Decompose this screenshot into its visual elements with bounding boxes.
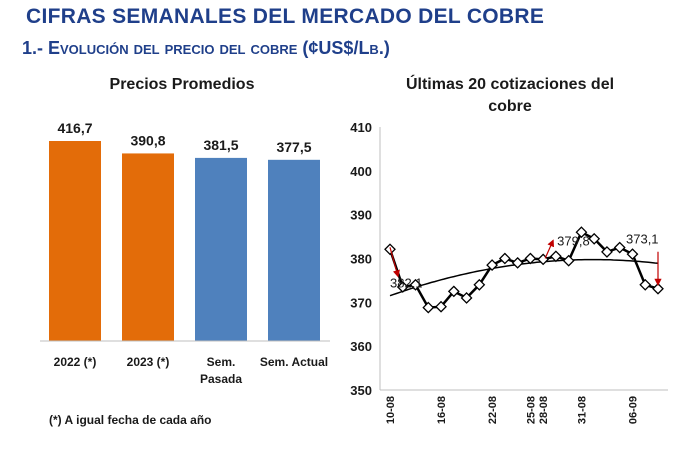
data-point	[435, 300, 447, 313]
x-tick-label: 31-08	[576, 396, 588, 424]
x-tick-label: 25-08	[525, 396, 537, 424]
y-tick-label: 390	[350, 208, 372, 223]
x-tick-label: 22-08	[487, 396, 499, 424]
bar-3	[268, 159, 320, 341]
data-point	[486, 259, 499, 271]
data-point	[409, 278, 422, 291]
data-point	[601, 246, 613, 258]
bar-category-label: 2022 (*)	[54, 355, 97, 369]
data-point	[447, 285, 460, 298]
x-tick-label: 28-08	[538, 396, 550, 424]
x-tick-label: 16-08	[436, 396, 448, 424]
data-point	[652, 282, 664, 295]
data-point	[639, 278, 652, 291]
annotation-label: 373,1	[626, 232, 659, 247]
line-chart-title: Últimas 20 cotizaciones del	[406, 74, 614, 93]
data-point	[473, 278, 486, 291]
x-tick-label: 06-09	[627, 396, 639, 424]
data-point	[613, 241, 626, 254]
y-tick-label: 380	[350, 252, 372, 267]
y-tick-label: 400	[350, 164, 372, 179]
line-chart-title: cobre	[488, 98, 532, 115]
y-tick-label: 360	[350, 339, 372, 354]
y-tick-label: 370	[350, 295, 372, 310]
bar-category-label: Sem. Actual	[260, 355, 328, 369]
annotation-label: 382,1	[390, 275, 423, 290]
bar-category-label: 2023 (*)	[127, 355, 170, 369]
y-tick-label: 410	[350, 120, 372, 135]
data-point	[422, 301, 435, 314]
bar-value-label: 390,8	[130, 132, 165, 148]
bar-1	[122, 153, 174, 341]
trendline	[389, 258, 659, 297]
bar-2	[195, 157, 247, 341]
bar-category-label: Sem.	[207, 355, 236, 369]
annotation-arrow	[389, 247, 400, 278]
data-point	[396, 281, 409, 293]
bar-value-label: 381,5	[203, 137, 238, 153]
bar-0	[49, 141, 101, 341]
page-subtitle: 1.- Evolución del precio del cobre (¢US$…	[22, 38, 390, 58]
data-point	[549, 250, 562, 263]
data-point	[460, 292, 473, 304]
page-title: CIFRAS SEMANALES DEL MERCADO DEL COBRE	[26, 5, 545, 28]
annotation-arrow	[544, 239, 554, 259]
x-tick-label: 10-08	[385, 396, 397, 424]
annotation-label: 379,8	[557, 233, 590, 248]
bar-value-label: 416,7	[57, 120, 92, 136]
series-line	[388, 230, 659, 309]
data-point	[575, 226, 588, 239]
bar-chart-title: Precios Promedios	[110, 76, 255, 93]
data-point	[626, 248, 639, 261]
bar-value-label: 377,5	[276, 139, 311, 155]
data-point	[498, 252, 511, 265]
data-point	[511, 256, 524, 269]
bar-footnote: (*) A igual fecha de cada año	[49, 413, 211, 427]
data-point	[562, 254, 575, 267]
bar-category-label: Pasada	[200, 372, 242, 386]
data-point	[588, 232, 601, 245]
y-tick-label: 350	[350, 383, 372, 398]
data-point	[524, 252, 537, 265]
